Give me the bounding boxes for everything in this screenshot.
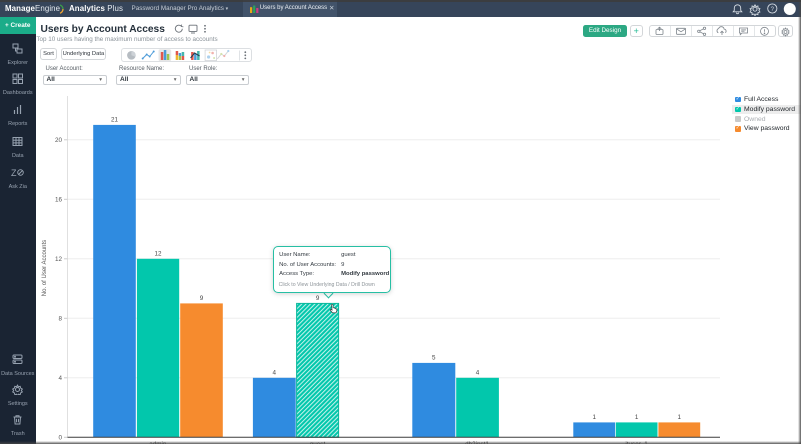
svg-text:1: 1 [678, 414, 682, 421]
svg-text:9: 9 [316, 295, 320, 302]
svg-text:Z: Z [11, 168, 17, 178]
svg-text:21: 21 [111, 116, 119, 123]
svg-text:No. of User Accounts: No. of User Accounts [42, 240, 48, 296]
svg-text:16: 16 [55, 197, 63, 204]
svg-text:12: 12 [154, 250, 162, 257]
svg-text:?: ? [771, 6, 775, 12]
svg-text:4: 4 [58, 375, 62, 382]
svg-text:1: 1 [635, 414, 639, 421]
svg-text:5: 5 [432, 354, 436, 361]
svg-text:12: 12 [55, 256, 63, 263]
svg-text:4: 4 [476, 369, 480, 376]
svg-text:9: 9 [200, 295, 204, 302]
svg-text:8: 8 [58, 316, 62, 323]
svg-text:0: 0 [58, 435, 62, 442]
svg-text:1: 1 [592, 414, 596, 421]
svg-text:4: 4 [273, 369, 277, 376]
svg-text:20: 20 [55, 137, 63, 144]
